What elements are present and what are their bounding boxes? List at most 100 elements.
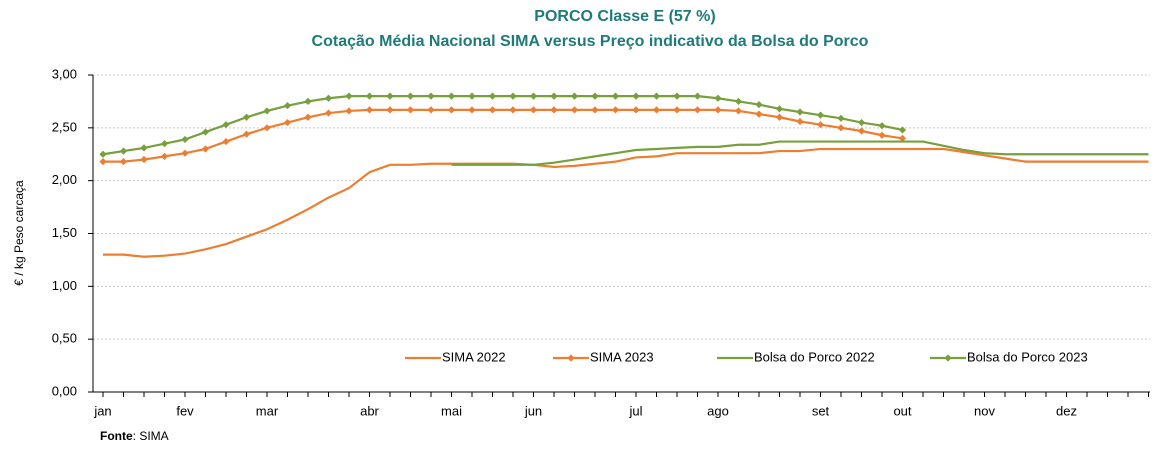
point-marker (140, 155, 148, 164)
x-tick-label: abr (360, 403, 379, 418)
legend-marker (567, 354, 575, 362)
point-marker (857, 118, 866, 127)
point-marker (837, 124, 845, 132)
y-tick-label: 2,00 (52, 172, 77, 187)
point-marker (283, 118, 292, 127)
y-axis-label: € / kg Peso carcaça (12, 180, 26, 286)
point-marker (632, 92, 640, 100)
point-marker (324, 109, 333, 117)
point-marker (181, 149, 189, 157)
point-marker (529, 92, 538, 100)
point-marker (652, 106, 661, 114)
point-marker (550, 106, 558, 114)
point-marker (796, 117, 804, 126)
point-marker (406, 106, 415, 114)
point-marker (775, 113, 784, 121)
point-marker (509, 92, 517, 100)
point-marker (570, 106, 579, 114)
point-marker (693, 106, 702, 114)
point-marker (734, 97, 743, 106)
point-marker (550, 92, 558, 100)
point-marker (611, 106, 620, 114)
y-tick-label: 1,50 (52, 225, 77, 240)
x-tick-label: mai (441, 403, 462, 418)
point-marker (468, 92, 476, 100)
source: Fonte: SIMA (100, 429, 169, 443)
point-marker (140, 144, 148, 152)
y-tick-label: 1,00 (52, 278, 77, 293)
x-tick-label: jun (524, 403, 542, 418)
legend-label: Bolsa do Porco 2023 (967, 349, 1088, 364)
point-marker (283, 102, 292, 110)
x-tick-label: fev (176, 403, 194, 418)
point-marker (365, 92, 374, 100)
point-marker (775, 105, 784, 113)
point-marker (99, 150, 107, 158)
chart-subtitle: Cotação Média Nacional SIMA versus Preço… (312, 33, 869, 50)
y-tick-label: 3,00 (52, 66, 77, 81)
series-line (103, 147, 1149, 258)
point-marker (837, 114, 845, 122)
point-marker (365, 106, 374, 114)
point-marker (386, 106, 394, 114)
point-marker (529, 106, 538, 114)
legend-marker (944, 354, 952, 362)
point-marker (611, 92, 620, 100)
point-marker (488, 92, 497, 100)
x-tick-label: nov (974, 403, 995, 418)
point-marker (427, 92, 435, 100)
point-marker (796, 108, 804, 116)
source-label: Fonte (100, 429, 133, 443)
point-marker (509, 106, 517, 114)
point-marker (447, 106, 456, 114)
point-marker (345, 107, 353, 115)
point-marker (857, 127, 866, 135)
point-marker (652, 92, 661, 100)
y-tick-label: 2,50 (52, 119, 77, 134)
point-marker (263, 124, 271, 132)
point-marker (755, 110, 763, 118)
point-marker (755, 100, 763, 109)
point-marker (878, 131, 886, 139)
point-marker (386, 92, 394, 100)
point-marker (447, 92, 456, 100)
point-marker (99, 158, 107, 166)
series-line (103, 108, 903, 163)
chart-title: PORCO Classe E (57 %) (534, 8, 715, 25)
source-text: : SIMA (133, 429, 169, 443)
point-marker (304, 97, 312, 106)
point-marker (693, 92, 702, 100)
point-marker (304, 113, 312, 121)
point-marker (181, 135, 189, 144)
legend-label: SIMA 2023 (590, 349, 654, 364)
x-tick-label: set (812, 403, 830, 418)
point-marker (242, 113, 251, 121)
point-marker (119, 147, 128, 155)
point-marker (673, 92, 681, 100)
point-marker (427, 106, 435, 114)
point-marker (591, 92, 599, 100)
series-line (102, 95, 903, 156)
series-line (451, 140, 1149, 166)
x-tick-label: mar (256, 403, 279, 418)
x-tick-label: out (893, 403, 911, 418)
point-marker (734, 107, 743, 115)
point-marker (160, 140, 169, 148)
point-marker (673, 106, 681, 114)
point-marker (160, 152, 169, 160)
point-marker (488, 106, 497, 114)
point-marker (591, 106, 599, 114)
legend-label: SIMA 2022 (442, 349, 506, 364)
x-tick-label: jul (628, 403, 642, 418)
point-marker (222, 137, 230, 146)
point-marker (898, 134, 907, 142)
point-marker (816, 121, 825, 129)
point-marker (406, 92, 415, 100)
x-tick-label: jan (93, 403, 111, 418)
point-marker (263, 107, 271, 115)
y-tick-label: 0,50 (52, 331, 77, 346)
point-marker (222, 121, 230, 129)
point-marker (201, 145, 210, 153)
point-marker (816, 111, 825, 119)
